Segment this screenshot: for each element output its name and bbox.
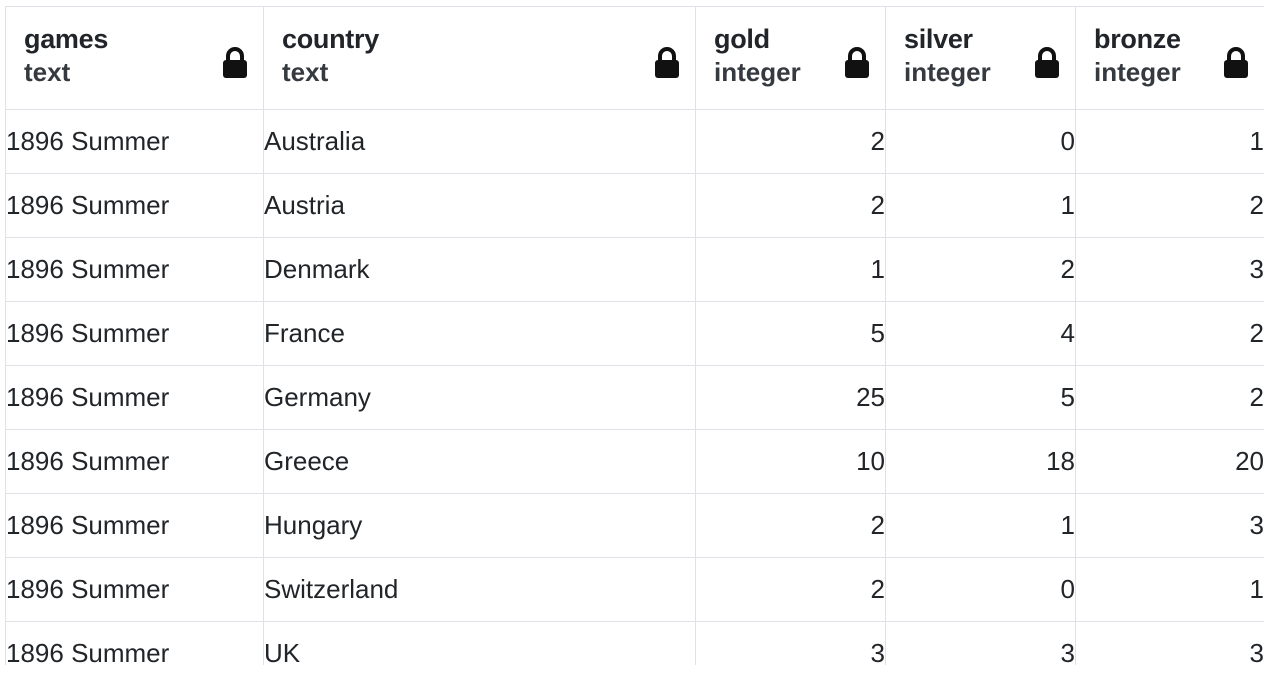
- table-row[interactable]: 1896 Summer Germany 25 5 2: [5, 365, 1264, 430]
- cell-bronze[interactable]: 2: [1075, 301, 1264, 366]
- cell-gold[interactable]: 10: [695, 429, 886, 494]
- column-header-bronze[interactable]: bronze integer: [1075, 6, 1264, 110]
- cell-silver[interactable]: 0: [885, 557, 1076, 622]
- cell-gold[interactable]: 2: [695, 557, 886, 622]
- cell-bronze[interactable]: 3: [1075, 237, 1264, 302]
- cell-country[interactable]: Germany: [263, 365, 696, 430]
- cell-gold[interactable]: 5: [695, 301, 886, 366]
- cell-silver[interactable]: 1: [885, 493, 1076, 558]
- cell-bronze[interactable]: 3: [1075, 493, 1264, 558]
- cell-bronze[interactable]: 2: [1075, 365, 1264, 430]
- column-name: country: [282, 24, 379, 54]
- cell-country[interactable]: Switzerland: [263, 557, 696, 622]
- cell-games[interactable]: 1896 Summer: [5, 237, 264, 302]
- column-header-silver[interactable]: silver integer: [885, 6, 1076, 110]
- cell-bronze[interactable]: 20: [1075, 429, 1264, 494]
- cell-country[interactable]: Austria: [263, 173, 696, 238]
- cell-country[interactable]: France: [263, 301, 696, 366]
- lock-icon: [1035, 47, 1059, 78]
- results-data-grid: games text country text gold integ: [5, 6, 1264, 665]
- column-header-games[interactable]: games text: [5, 6, 264, 110]
- column-type: integer: [1094, 57, 1181, 87]
- lock-icon: [1224, 47, 1248, 78]
- cell-gold[interactable]: 3: [695, 621, 886, 665]
- cell-gold[interactable]: 1: [695, 237, 886, 302]
- table-row[interactable]: 1896 Summer Hungary 2 1 3: [5, 493, 1264, 558]
- cell-gold[interactable]: 2: [695, 109, 886, 174]
- table-row[interactable]: 1896 Summer Greece 10 18 20: [5, 429, 1264, 494]
- cell-games[interactable]: 1896 Summer: [5, 365, 264, 430]
- table-row[interactable]: 1896 Summer Switzerland 2 0 1: [5, 557, 1264, 622]
- table-row[interactable]: 1896 Summer Denmark 1 2 3: [5, 237, 1264, 302]
- table-row[interactable]: 1896 Summer France 5 4 2: [5, 301, 1264, 366]
- table-row[interactable]: 1896 Summer UK 3 3 3: [5, 621, 1264, 665]
- column-type: text: [282, 57, 329, 87]
- cell-gold[interactable]: 25: [695, 365, 886, 430]
- cell-silver[interactable]: 18: [885, 429, 1076, 494]
- column-name: bronze: [1094, 24, 1181, 54]
- lock-icon: [223, 47, 247, 78]
- cell-games[interactable]: 1896 Summer: [5, 109, 264, 174]
- column-type: integer: [714, 57, 801, 87]
- header-row: games text country text gold integ: [5, 6, 1264, 110]
- cell-country[interactable]: Australia: [263, 109, 696, 174]
- cell-games[interactable]: 1896 Summer: [5, 173, 264, 238]
- column-type: integer: [904, 57, 991, 87]
- cell-silver[interactable]: 3: [885, 621, 1076, 665]
- column-name: gold: [714, 24, 770, 54]
- lock-icon: [655, 47, 679, 78]
- cell-silver[interactable]: 1: [885, 173, 1076, 238]
- cell-gold[interactable]: 2: [695, 173, 886, 238]
- lock-icon: [845, 47, 869, 78]
- cell-games[interactable]: 1896 Summer: [5, 429, 264, 494]
- column-type: text: [24, 57, 71, 87]
- table-row[interactable]: 1896 Summer Australia 2 0 1: [5, 109, 1264, 174]
- cell-silver[interactable]: 2: [885, 237, 1076, 302]
- results-table: games text country text gold integ: [5, 6, 1264, 665]
- cell-games[interactable]: 1896 Summer: [5, 493, 264, 558]
- cell-gold[interactable]: 2: [695, 493, 886, 558]
- cell-silver[interactable]: 5: [885, 365, 1076, 430]
- column-header-country[interactable]: country text: [263, 6, 696, 110]
- cell-silver[interactable]: 0: [885, 109, 1076, 174]
- column-name: games: [24, 24, 109, 54]
- cell-games[interactable]: 1896 Summer: [5, 301, 264, 366]
- cell-country[interactable]: Greece: [263, 429, 696, 494]
- cell-bronze[interactable]: 2: [1075, 173, 1264, 238]
- cell-bronze[interactable]: 3: [1075, 621, 1264, 665]
- table-row[interactable]: 1896 Summer Austria 2 1 2: [5, 173, 1264, 238]
- cell-silver[interactable]: 4: [885, 301, 1076, 366]
- cell-country[interactable]: Denmark: [263, 237, 696, 302]
- column-header-gold[interactable]: gold integer: [695, 6, 886, 110]
- column-name: silver: [904, 24, 973, 54]
- cell-games[interactable]: 1896 Summer: [5, 621, 264, 665]
- cell-games[interactable]: 1896 Summer: [5, 557, 264, 622]
- cell-bronze[interactable]: 1: [1075, 109, 1264, 174]
- cell-country[interactable]: Hungary: [263, 493, 696, 558]
- cell-country[interactable]: UK: [263, 621, 696, 665]
- cell-bronze[interactable]: 1: [1075, 557, 1264, 622]
